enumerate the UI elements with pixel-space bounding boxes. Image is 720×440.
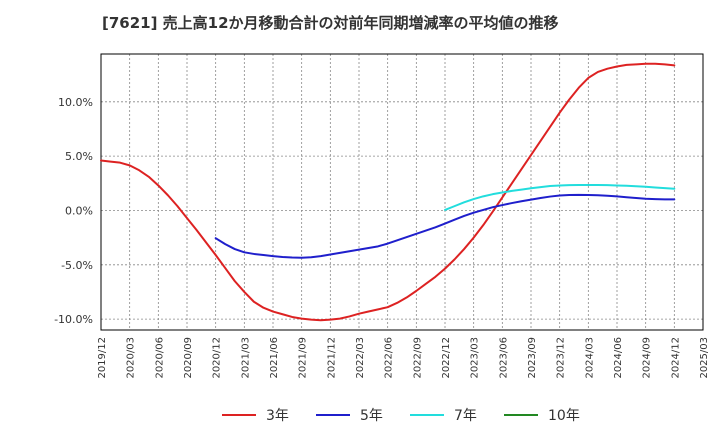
- x-tick-label: 2025/03: [699, 337, 710, 379]
- x-tick-label: 2020/06: [154, 337, 165, 379]
- x-tick-label: 2022/09: [412, 337, 423, 379]
- x-tick-label: 2019/12: [97, 337, 108, 379]
- legend-swatch: [504, 414, 538, 416]
- x-tick-label: 2020/12: [212, 337, 223, 379]
- x-tick-label: 2023/06: [498, 337, 509, 379]
- x-tick-label: 2020/09: [183, 337, 194, 379]
- y-tick-label: -10.0%: [54, 313, 93, 326]
- x-tick-label: 2021/12: [326, 337, 337, 379]
- x-tick-label: 2022/12: [441, 337, 452, 379]
- legend-label: 7年: [454, 408, 477, 424]
- legend-swatch: [410, 414, 444, 416]
- x-tick-label: 2024/03: [584, 337, 595, 379]
- y-tick-label: 0.0%: [65, 204, 93, 217]
- legend-item: 7年: [410, 402, 477, 428]
- legend-item: 3年: [222, 402, 289, 428]
- x-tick-label: 2024/12: [670, 337, 681, 379]
- series-line-1: [214, 193, 676, 259]
- plot-area: [100, 53, 704, 331]
- x-tick-label: 2024/09: [642, 337, 653, 379]
- x-axis: 2019/12 2020/03 2020/06 2020/09 2020/12 2021/…: [97, 337, 710, 379]
- chart-title: [7621] 売上高12か月移動合計の対前年同期増減率の平均値の推移: [102, 14, 559, 32]
- legend-item: 10年: [504, 402, 580, 428]
- x-tick-label: 2023/12: [556, 337, 567, 379]
- x-tick-label: 2021/09: [298, 337, 309, 379]
- y-tick-label: 10.0%: [58, 96, 93, 109]
- x-tick-label: 2021/03: [240, 337, 251, 379]
- y-axis: 10.0% 5.0% 0.0% -5.0% -10.0%: [54, 96, 93, 326]
- x-tick-label: 2022/03: [355, 337, 366, 379]
- legend: 3年 5年 7年 10年: [0, 402, 720, 428]
- x-tick-label: 2024/06: [613, 337, 624, 379]
- x-tick-label: 2022/06: [384, 337, 395, 379]
- y-tick-label: -5.0%: [61, 259, 93, 272]
- x-tick-label: 2020/03: [126, 337, 137, 379]
- series-line-0: [100, 62, 676, 322]
- grid: [100, 54, 704, 330]
- series-line-2: [444, 183, 676, 211]
- legend-label: 3年: [266, 408, 289, 424]
- legend-swatch: [316, 414, 350, 416]
- legend-label: 5年: [360, 408, 383, 424]
- y-tick-label: 5.0%: [65, 150, 93, 163]
- legend-item: 5年: [316, 402, 383, 428]
- legend-label: 10年: [548, 408, 580, 424]
- x-tick-label: 2023/09: [527, 337, 538, 379]
- series-lines: [100, 62, 676, 322]
- x-tick-label: 2021/06: [269, 337, 280, 379]
- legend-swatch: [222, 414, 256, 416]
- x-tick-label: 2023/03: [470, 337, 481, 379]
